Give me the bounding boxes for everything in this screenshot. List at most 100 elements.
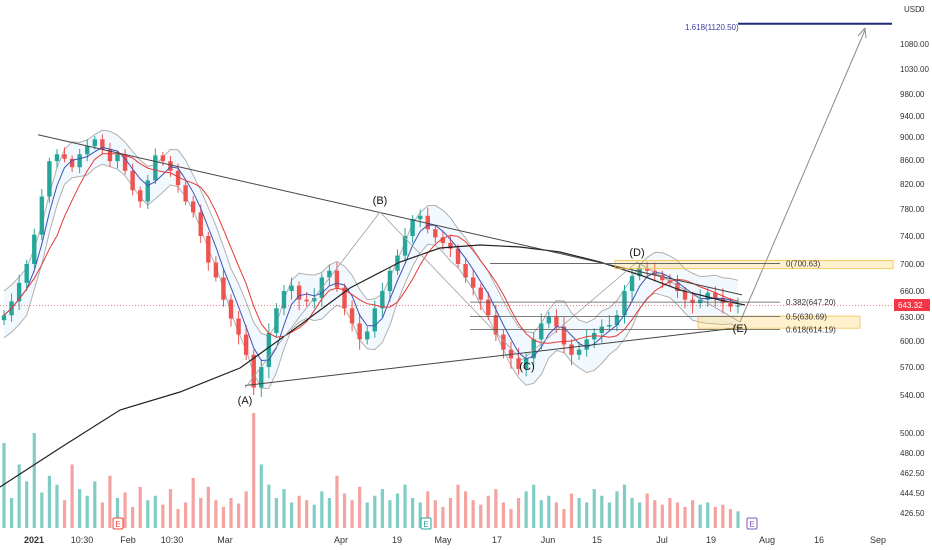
candle-body: [675, 282, 680, 291]
candle-body: [607, 325, 612, 327]
candle-body: [523, 358, 529, 369]
candle-body: [296, 285, 302, 300]
x-tick-label: May: [434, 535, 452, 545]
y-tick-label: 1080.00: [900, 40, 929, 49]
candle-body: [85, 146, 90, 155]
candle-body: [115, 154, 120, 162]
x-tick-label: 10:30: [161, 535, 184, 545]
volume-bar: [653, 500, 657, 528]
volume-bar: [448, 498, 453, 528]
volume-bar: [585, 502, 589, 528]
wave-label: (B): [373, 195, 388, 207]
candle-body: [342, 287, 347, 309]
y-tick-label: 820.00: [900, 180, 925, 189]
candle-body: [644, 268, 650, 271]
candle-body: [569, 344, 574, 355]
volume-bar: [214, 500, 218, 528]
volume-bar: [713, 506, 717, 528]
volume-bar: [17, 464, 21, 528]
wave-zigzag: [244, 211, 741, 389]
volume-bar: [184, 502, 188, 528]
volume-bar: [350, 500, 354, 528]
volume-bar: [153, 495, 157, 528]
volume-bar: [236, 503, 241, 528]
event-marker-box: [420, 517, 432, 530]
volume-bar: [199, 498, 203, 528]
candle-body: [236, 318, 241, 335]
event-marker-label: E: [749, 520, 754, 529]
volume-bar: [721, 504, 725, 528]
y-tick-label: 570.00: [900, 363, 925, 372]
volume-bar: [2, 443, 6, 528]
y-tick-label: 660.00: [900, 287, 925, 296]
volume-bar: [630, 498, 634, 528]
x-tick-label: Mar: [217, 535, 233, 545]
time-axis[interactable]: 2021 10:30 Feb 10:30 Mar Apr 19 May 17 Jun 15 Jul 19…: [24, 535, 886, 545]
volume-bar: [305, 500, 309, 528]
volume-bar: [509, 509, 513, 528]
price-axis[interactable]: 1080.00 1030.00 980.00 940.00 900.00 860.00 82…: [900, 40, 929, 518]
candle-body: [349, 308, 355, 324]
volume-bar: [100, 502, 104, 528]
volume-bar: [108, 475, 112, 528]
volume-bar: [146, 500, 150, 528]
volume-bars: [2, 413, 740, 528]
volume-bar: [645, 493, 649, 528]
volume-bar: [690, 500, 695, 528]
volume-bar: [547, 495, 551, 528]
volume-bar: [675, 502, 680, 528]
wave-label: (D): [629, 247, 644, 259]
candle-body: [448, 243, 453, 249]
candle-body: [440, 237, 446, 243]
volume-bar: [532, 484, 536, 528]
candle-body: [410, 219, 415, 236]
y-tick-label: 500.00: [900, 429, 925, 438]
candle-body: [304, 299, 309, 302]
candle-body: [145, 180, 150, 202]
fib-label: 0.382(647.20): [786, 298, 836, 307]
candle-body: [32, 234, 37, 264]
x-tick-label: 15: [592, 535, 602, 545]
volume-bar: [93, 481, 97, 528]
volume-bar: [463, 491, 468, 528]
candle-body: [334, 270, 340, 288]
volume-bar: [592, 489, 596, 528]
volume-bar: [728, 509, 733, 528]
volume-bar: [562, 509, 566, 528]
volume-bar: [638, 502, 642, 528]
ma-blue-line: [3, 146, 739, 362]
candle-body: [728, 303, 733, 307]
volume-bar: [358, 486, 362, 528]
volume-bar: [433, 500, 437, 528]
candle-body: [387, 270, 393, 291]
candle-body: [690, 299, 695, 304]
volume-bar: [206, 486, 210, 528]
candle-body: [62, 154, 67, 159]
candle-body: [365, 331, 370, 340]
candle-body: [576, 349, 582, 355]
volume-bar: [85, 495, 89, 528]
volume-bar: [259, 464, 263, 528]
volume-bar: [615, 491, 619, 528]
volume-bar: [569, 493, 574, 528]
y-tick-label: 700.00: [900, 260, 925, 269]
candle-body: [705, 292, 710, 300]
candle-body: [614, 315, 620, 325]
trendlines: [37, 27, 867, 389]
candle-body: [77, 154, 82, 168]
volume-bar: [25, 481, 29, 528]
x-tick-label: Feb: [120, 535, 136, 545]
x-tick-label: Jun: [541, 535, 556, 545]
x-tick-label: Apr: [334, 535, 348, 545]
volume-bar: [252, 413, 256, 528]
candle-body: [47, 161, 52, 197]
wave-label: (C): [519, 361, 534, 373]
candle-body: [130, 170, 135, 191]
candle-body: [501, 334, 506, 350]
y-tick-label: 630.00: [900, 313, 925, 322]
candle-body: [221, 277, 226, 300]
volume-bar: [494, 489, 498, 528]
wave-label: (E): [733, 323, 748, 335]
candle-body: [266, 333, 272, 367]
